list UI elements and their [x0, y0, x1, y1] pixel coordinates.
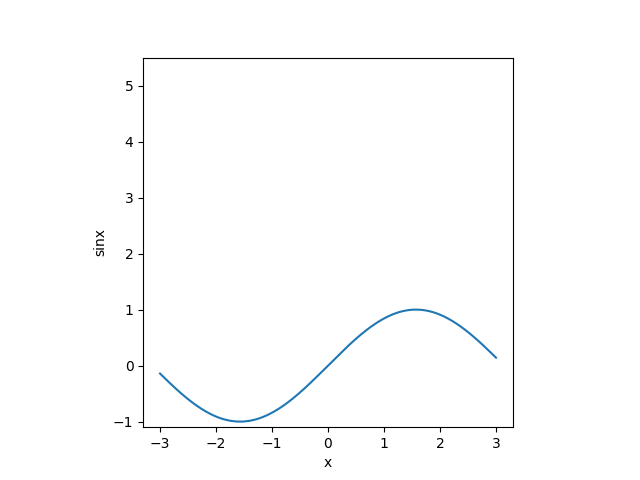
X-axis label: x: x [324, 456, 332, 470]
Y-axis label: sinx: sinx [93, 228, 108, 256]
